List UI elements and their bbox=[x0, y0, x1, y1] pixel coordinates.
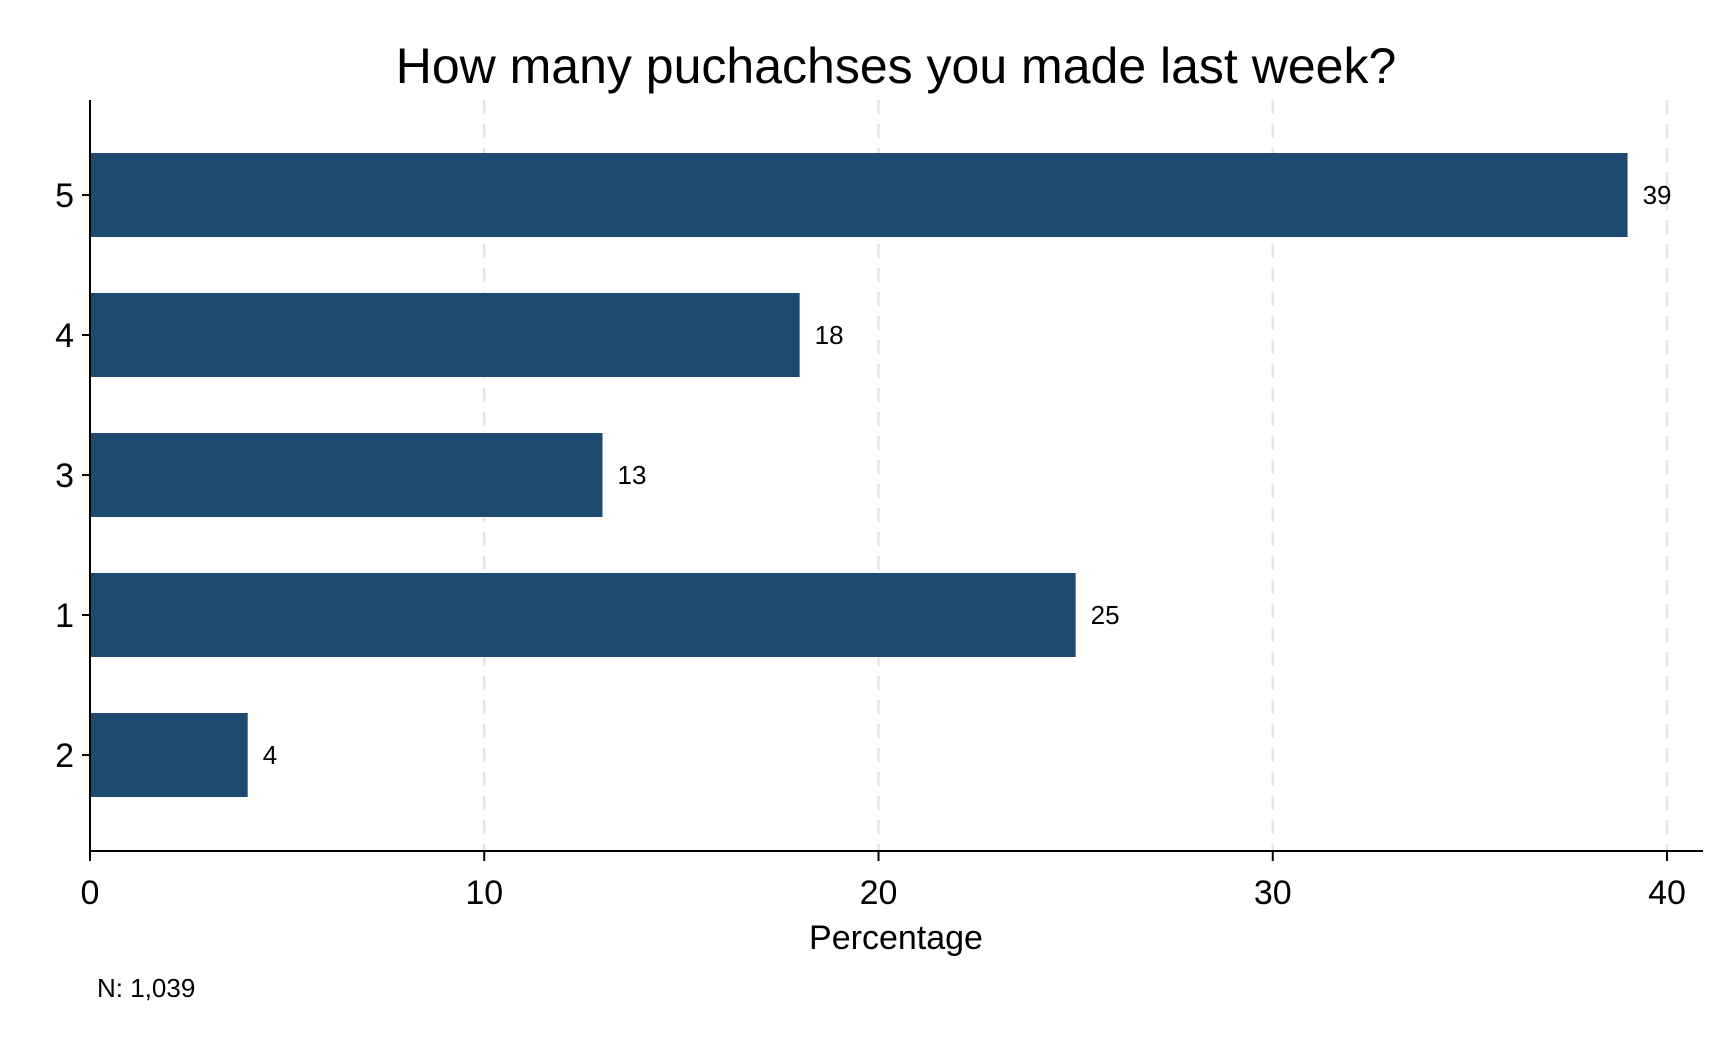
bar-2 bbox=[90, 713, 248, 797]
data-label-2: 4 bbox=[263, 740, 277, 770]
x-tick-label-40: 40 bbox=[1648, 874, 1686, 912]
y-tick-label-2: 2 bbox=[55, 737, 74, 775]
data-label-5: 39 bbox=[1643, 180, 1672, 210]
bar-4 bbox=[90, 293, 800, 377]
data-labels: 39 18 13 25 4 bbox=[263, 180, 1672, 770]
bar-1 bbox=[90, 573, 1076, 657]
x-tick-label-30: 30 bbox=[1254, 874, 1292, 912]
data-label-3: 13 bbox=[618, 460, 647, 490]
data-label-4: 18 bbox=[815, 320, 844, 350]
y-tick-label-1: 1 bbox=[55, 597, 74, 635]
sample-size-note: N: 1,039 bbox=[97, 973, 195, 1003]
y-tick-label-3: 3 bbox=[55, 457, 74, 495]
bar-5 bbox=[90, 153, 1628, 237]
y-tick-label-5: 5 bbox=[55, 177, 74, 215]
x-tick-label-20: 20 bbox=[860, 874, 898, 912]
x-axis-title: Percentage bbox=[809, 919, 983, 957]
chart-title: How many puchachses you made last week? bbox=[396, 38, 1397, 94]
x-tick-label-0: 0 bbox=[81, 874, 100, 912]
y-tick-label-4: 4 bbox=[55, 317, 74, 355]
bar-3 bbox=[90, 433, 603, 517]
bars bbox=[90, 153, 1628, 797]
data-label-1: 25 bbox=[1091, 600, 1120, 630]
x-tick-label-10: 10 bbox=[465, 874, 503, 912]
